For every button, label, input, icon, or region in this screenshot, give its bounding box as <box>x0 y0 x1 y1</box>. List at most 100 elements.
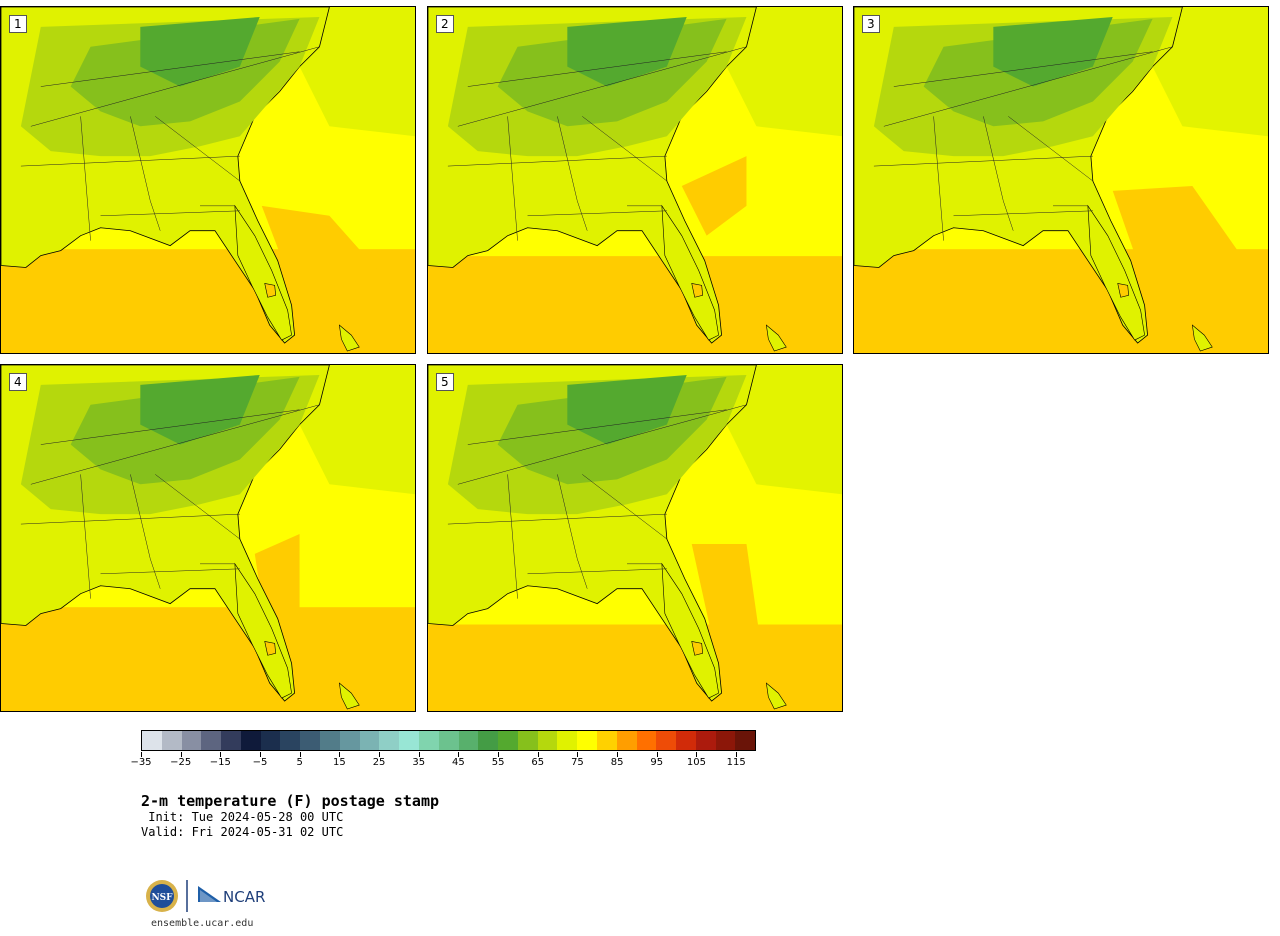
colorbar-swatch <box>656 731 677 750</box>
state-border <box>20 155 240 167</box>
state-border <box>507 116 518 241</box>
colorbar-tick <box>299 752 301 757</box>
state-border <box>953 210 1093 217</box>
colorbar-tick <box>141 752 142 757</box>
colorbar-swatch <box>498 731 518 750</box>
figure-title: 2-m temperature (F) postage stamp <box>141 792 440 810</box>
colorbar-swatch <box>320 731 340 750</box>
colorbar-swatch <box>557 731 578 750</box>
colorbar-ticks: −35 −25 −15 −5 5 15 25 35 45 55 65 75 85 95 105 115 <box>130 752 756 776</box>
bahamas-island <box>765 682 787 710</box>
state-border <box>582 116 667 182</box>
ncar-logo-text: NCAR <box>223 888 265 906</box>
valid-time: Valid: Fri 2024-05-31 02 UTC <box>141 825 344 839</box>
colorbar-tick <box>696 752 698 757</box>
state-border <box>80 116 91 241</box>
florida-peninsula <box>661 562 719 699</box>
site-url: ensemble.ucar.edu <box>151 918 254 929</box>
state-border <box>557 474 588 589</box>
lake-okeechobee <box>264 283 276 298</box>
state-border <box>40 409 300 445</box>
state-border <box>447 513 667 525</box>
state-border <box>20 513 240 525</box>
colorbar-tick <box>656 752 658 757</box>
state-border <box>983 116 1014 231</box>
colorbar-tick-label: 55 <box>491 757 505 768</box>
florida-peninsula <box>234 204 292 341</box>
state-border <box>457 404 747 485</box>
colorbar-swatch <box>142 731 162 750</box>
panel-number: 2 <box>436 15 454 33</box>
colorbar-tick <box>736 752 738 757</box>
member-panel-1: 1 <box>0 6 416 354</box>
panel-number: 5 <box>436 373 454 391</box>
colorbar-tick <box>537 752 539 757</box>
colorbar-tick-label: 35 <box>412 757 426 768</box>
member-panel-2: 2 <box>427 6 843 354</box>
atlantic-cooler-region <box>726 365 842 495</box>
atlantic-warm-region <box>1112 185 1268 353</box>
colorbar-tick-label: 75 <box>571 757 584 768</box>
colorbar-tick-label: 25 <box>372 757 386 768</box>
bahamas-island <box>1191 324 1213 352</box>
colorbar-tick-label: −5 <box>252 757 268 768</box>
panel-number: 1 <box>9 15 27 33</box>
colorbar-tick-label: −15 <box>209 757 231 768</box>
colorbar-swatch <box>735 731 756 750</box>
state-border <box>933 116 944 241</box>
bahamas-island <box>338 324 360 352</box>
atlantic-cooler-region <box>299 365 415 495</box>
florida-peninsula <box>234 562 292 699</box>
state-border <box>447 155 667 167</box>
atlantic-cooler-region <box>299 7 415 137</box>
member-panel-4: 4 <box>0 364 416 712</box>
temperature-map-5 <box>428 365 842 711</box>
colorbar-tick-label: 85 <box>610 757 624 768</box>
atlantic-cooler-region <box>726 7 842 137</box>
colorbar <box>141 730 756 751</box>
panel-number: 4 <box>9 373 27 391</box>
state-border <box>100 568 240 575</box>
atlantic-warm-region <box>691 543 767 704</box>
state-border <box>873 155 1093 167</box>
colorbar-swatch <box>676 731 696 750</box>
colorbar-swatch <box>517 731 538 750</box>
lake-okeechobee <box>691 641 703 656</box>
state-border <box>557 116 588 231</box>
colorbar-tick <box>260 752 262 757</box>
colorbar-swatch <box>596 731 617 750</box>
colorbar-swatch <box>478 731 499 750</box>
state-border <box>507 474 518 599</box>
nsf-logo-text: NSF <box>151 893 173 903</box>
temperature-map-4 <box>1 365 415 711</box>
temperature-map-1 <box>1 7 415 353</box>
colorbar-swatch <box>181 731 202 750</box>
colorbar-swatch <box>715 731 736 750</box>
state-border <box>80 474 91 599</box>
colorbar-tick-label: 65 <box>531 757 545 768</box>
state-border <box>100 210 240 217</box>
colorbar-tick-label: 115 <box>726 757 746 768</box>
colorbar-tick-label: 95 <box>650 757 664 768</box>
colorbar-tick <box>180 752 182 757</box>
bahamas-island <box>338 682 360 710</box>
colorbar-tick <box>379 752 381 757</box>
colorbar-swatch <box>695 731 716 750</box>
colorbar-swatch <box>616 731 637 750</box>
state-border <box>893 51 1153 87</box>
colorbar-swatch <box>418 731 439 750</box>
atlantic-warm-region <box>261 205 415 353</box>
state-border <box>467 409 727 445</box>
colorbar-swatch <box>577 731 597 750</box>
state-border <box>155 116 240 182</box>
state-border <box>527 568 667 575</box>
colorbar-tick <box>339 752 341 757</box>
colorbar-swatch <box>280 731 301 750</box>
member-panel-5: 5 <box>427 364 843 712</box>
state-border <box>582 474 667 540</box>
state-border <box>1008 116 1093 182</box>
colorbar-tick <box>220 752 222 757</box>
state-border <box>30 404 320 485</box>
florida-peninsula <box>661 204 719 341</box>
colorbar-swatch <box>201 731 222 750</box>
